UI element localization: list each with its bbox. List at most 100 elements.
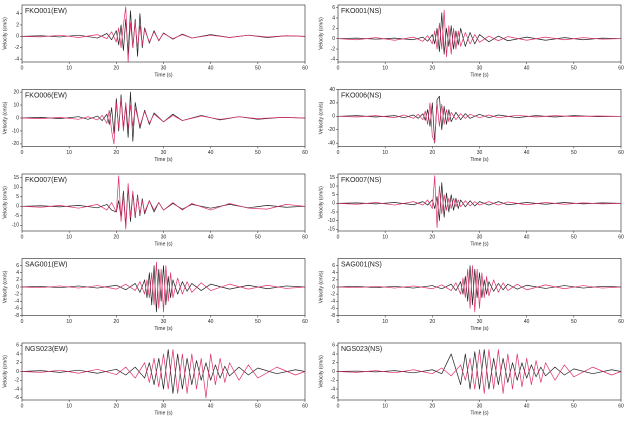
plot-frame — [337, 173, 622, 232]
y-tick-label: -4 — [331, 57, 336, 63]
x-tick-label: 0 — [21, 403, 24, 409]
y-tick-label: 6 — [332, 5, 335, 11]
waveform — [21, 186, 306, 226]
x-tick-label: 0 — [21, 234, 24, 240]
x-tick-label: 50 — [255, 403, 261, 409]
y-axis-label: Velocity (cm/s) — [2, 101, 8, 134]
x-axis-label: Time (s) — [470, 157, 488, 163]
y-tick-label: 10 — [329, 183, 335, 189]
x-tick-label: 60 — [618, 234, 624, 240]
y-tick-label: -8 — [15, 313, 20, 319]
plot-frame — [21, 4, 306, 63]
y-tick-label: -6 — [15, 395, 20, 401]
waveform — [337, 265, 622, 306]
y-tick-label: -4 — [15, 299, 20, 305]
x-tick-label: 10 — [66, 150, 72, 156]
y-tick-label: -6 — [15, 306, 20, 312]
x-tick-label: 60 — [618, 150, 624, 156]
x-tick-label: 50 — [571, 150, 577, 156]
chart-title: FKO007(EW) — [25, 177, 67, 184]
x-tick-label: 50 — [571, 319, 577, 325]
x-tick-label: 10 — [382, 319, 388, 325]
waveform — [337, 102, 622, 143]
x-tick-label: 20 — [430, 150, 436, 156]
x-tick-label: 50 — [571, 403, 577, 409]
waveform — [21, 98, 306, 145]
x-tick-label: 40 — [524, 150, 530, 156]
plot-frame — [21, 342, 306, 401]
y-tick-label: -2 — [331, 46, 336, 52]
chart-title: FKO001(EW) — [25, 8, 67, 15]
x-tick-label: 0 — [21, 319, 24, 325]
y-tick-label: 0 — [16, 204, 19, 210]
y-tick-label: 6 — [332, 343, 335, 349]
y-tick-label: 0 — [16, 34, 19, 40]
y-tick-label: -2 — [331, 291, 336, 297]
y-tick-label: 5 — [16, 194, 19, 200]
plot-frame — [21, 258, 306, 316]
y-tick-label: 40 — [329, 87, 335, 93]
x-tick-label: 40 — [524, 403, 530, 409]
x-axis-label: Time (s) — [154, 157, 172, 163]
x-axis-label: Time (s) — [470, 241, 488, 247]
y-tick-label: 6 — [16, 343, 19, 349]
y-tick-label: -5 — [15, 213, 20, 219]
chart-title: FKO007(NS) — [341, 177, 381, 184]
y-tick-label: -10 — [12, 223, 19, 229]
y-tick-label: 20 — [329, 100, 335, 106]
y-tick-label: 15 — [329, 175, 335, 181]
x-tick-label: 40 — [208, 150, 214, 156]
y-axis-label: Velocity (cm/s) — [2, 186, 8, 219]
x-axis-label: Time (s) — [154, 72, 172, 78]
y-tick-label: 4 — [16, 351, 19, 357]
y-tick-label: -2 — [15, 45, 20, 51]
x-tick-label: 30 — [477, 319, 483, 325]
x-tick-label: 10 — [382, 150, 388, 156]
waveform — [337, 182, 622, 221]
x-tick-label: 60 — [618, 65, 624, 71]
x-tick-label: 30 — [477, 150, 483, 156]
waveform — [21, 265, 306, 313]
x-tick-label: 60 — [302, 403, 308, 409]
y-tick-label: 2 — [332, 360, 335, 366]
y-tick-label: -10 — [328, 218, 335, 224]
waveform — [337, 12, 622, 55]
waveform — [21, 349, 306, 394]
x-tick-label: 10 — [382, 403, 388, 409]
x-tick-label: 20 — [114, 234, 120, 240]
x-tick-label: 10 — [66, 403, 72, 409]
y-tick-label: 0 — [332, 201, 335, 207]
x-tick-label: 30 — [161, 403, 167, 409]
y-axis-label: Velocity (cm/s) — [2, 270, 8, 303]
x-tick-label: 60 — [618, 403, 624, 409]
y-tick-label: 4 — [16, 270, 19, 276]
x-tick-label: 20 — [430, 234, 436, 240]
y-tick-label: 2 — [332, 26, 335, 32]
y-tick-label: 4 — [332, 15, 335, 21]
y-tick-label: 0 — [332, 114, 335, 120]
y-tick-label: 4 — [16, 11, 19, 17]
y-tick-label: 2 — [16, 277, 19, 283]
waveform — [21, 91, 306, 142]
x-tick-label: 50 — [255, 234, 261, 240]
y-tick-label: 0 — [16, 115, 19, 121]
y-tick-label: 0 — [332, 369, 335, 375]
x-axis-label: Time (s) — [154, 326, 172, 332]
waveform — [337, 265, 622, 313]
chart-title: SAG001(EW) — [25, 261, 67, 268]
chart-title: SAG001(NS) — [341, 261, 382, 268]
plot-frame — [21, 89, 306, 147]
x-axis-label: Time (s) — [154, 410, 172, 416]
x-tick-label: 30 — [161, 319, 167, 325]
x-tick-label: 50 — [255, 65, 261, 71]
y-tick-label: 20 — [13, 89, 19, 95]
x-tick-label: 20 — [114, 403, 120, 409]
y-tick-label: 2 — [16, 360, 19, 366]
x-tick-label: 50 — [255, 319, 261, 325]
chart-title: NGS023(NS) — [341, 346, 382, 353]
x-tick-label: 20 — [114, 65, 120, 71]
x-tick-label: 40 — [524, 234, 530, 240]
y-tick-label: -4 — [331, 386, 336, 392]
x-tick-label: 30 — [161, 65, 167, 71]
y-tick-label: -4 — [15, 56, 20, 62]
